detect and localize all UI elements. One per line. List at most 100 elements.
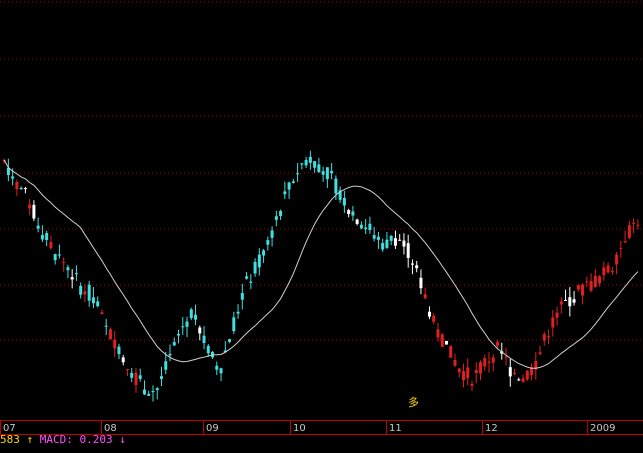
signal-annotation-label: 多: [408, 395, 419, 409]
candle-body: [57, 254, 61, 256]
arrow-down-icon: ↓: [119, 433, 126, 446]
moving-average-line: [3, 159, 639, 369]
candle-body: [547, 336, 551, 338]
candle-body: [453, 360, 457, 366]
candle-body: [202, 335, 206, 343]
candle-body: [40, 234, 44, 240]
candle-body: [376, 236, 380, 240]
candle-body: [66, 267, 70, 271]
candle-body: [11, 176, 15, 179]
x-tick-label: 12: [485, 423, 498, 434]
candle-body: [542, 334, 546, 341]
candle-body: [104, 325, 108, 327]
candle-body: [406, 243, 410, 258]
candle-body: [466, 367, 470, 379]
candle-body: [589, 280, 593, 291]
candle-body: [274, 216, 278, 220]
candle-body: [15, 182, 19, 190]
candle-body: [172, 342, 176, 346]
candle-body: [142, 389, 146, 395]
candle-body: [381, 242, 385, 250]
candle-body: [257, 254, 261, 268]
candle-body: [87, 284, 91, 301]
candle-body: [236, 311, 240, 314]
candle-body: [440, 334, 444, 347]
x-tick-label: 11: [389, 423, 402, 434]
candle-body: [436, 329, 440, 338]
candle-body: [534, 360, 538, 370]
candle-body: [393, 238, 397, 246]
candle-body: [427, 311, 431, 317]
candle-body: [551, 317, 555, 328]
candle-body: [432, 315, 436, 322]
candle-body: [423, 294, 427, 299]
candle-body: [483, 358, 487, 367]
candle-body: [461, 371, 465, 381]
candle-body: [198, 327, 202, 334]
candle-body: [177, 333, 181, 336]
candle-body: [359, 224, 363, 229]
candle-body: [181, 326, 185, 328]
candle-body: [215, 365, 219, 370]
candle-body: [23, 188, 27, 190]
candle-body: [53, 254, 57, 261]
candle-body: [291, 181, 295, 184]
candle-body: [364, 227, 368, 230]
candle-body: [206, 345, 210, 354]
candle-body: [585, 281, 589, 283]
candle-body: [108, 329, 112, 340]
candle-body: [253, 261, 257, 274]
candle-body: [449, 345, 453, 358]
candle-body: [36, 225, 40, 229]
candle-body: [279, 210, 283, 216]
candle-body: [623, 241, 627, 243]
candle-body: [470, 383, 474, 386]
candle-body: [189, 309, 193, 319]
candle-body: [572, 299, 576, 303]
candle-body: [351, 211, 355, 216]
candle-body: [508, 367, 512, 377]
candle-body: [121, 357, 125, 363]
candle-body: [164, 361, 168, 370]
candle-body: [270, 230, 274, 238]
candle-body: [415, 265, 419, 269]
macd-label: MACD:: [39, 433, 73, 446]
candle-body: [130, 372, 134, 378]
candle-body: [45, 233, 49, 240]
indicator-status-bar: 583 ↑ MACD: 0.203 ↓: [0, 432, 643, 453]
candle-body: [606, 265, 610, 273]
candle-body: [300, 163, 304, 165]
candle-body: [100, 312, 104, 314]
candle-body: [155, 388, 159, 391]
candle-body: [70, 277, 74, 280]
candle-body: [6, 167, 10, 175]
candle-body: [576, 285, 580, 290]
candle-body: [632, 222, 636, 224]
candle-body: [330, 170, 334, 174]
candle-body: [262, 250, 266, 256]
x-tick-label: 10: [293, 423, 306, 434]
candle-body: [249, 281, 253, 283]
macd-value: 0.203: [79, 433, 113, 446]
candle-body: [457, 368, 461, 373]
candle-body: [555, 312, 559, 318]
candle-body: [593, 275, 597, 288]
x-tick-label: 08: [104, 423, 117, 434]
candle-body: [245, 276, 249, 279]
candle-body: [627, 225, 631, 238]
candle-body: [308, 156, 312, 163]
candle-body: [160, 376, 163, 379]
candle-body: [83, 291, 87, 295]
candle-body: [266, 240, 270, 245]
candle-body: [79, 285, 83, 295]
candle-body: [334, 178, 338, 194]
candle-body: [117, 346, 121, 355]
candle-body: [194, 314, 198, 320]
candle-body: [317, 164, 321, 173]
candle-body: [564, 299, 568, 301]
candle-body: [636, 224, 640, 226]
candle-body: [530, 366, 534, 376]
candle-body: [321, 171, 325, 175]
candle-body: [91, 297, 95, 304]
